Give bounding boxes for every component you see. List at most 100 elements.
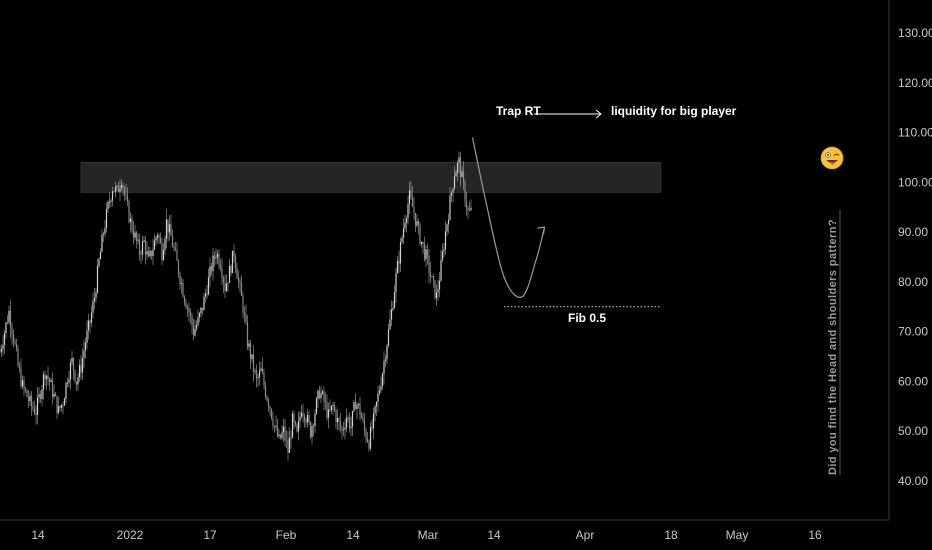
candle-body	[239, 280, 241, 284]
candle-body	[179, 274, 181, 284]
candle-body	[123, 188, 126, 195]
time-tick-label: Feb	[276, 528, 297, 542]
candle-body	[23, 380, 25, 389]
liquidity-note: liquidity for big player	[611, 104, 737, 118]
candle-body	[249, 343, 252, 359]
candle-body	[66, 382, 69, 384]
candle-body	[393, 292, 396, 308]
candle-body	[413, 207, 415, 213]
candle-body	[315, 398, 318, 414]
candle-body	[20, 368, 22, 387]
candle-body	[261, 368, 264, 374]
time-axis[interactable]: 14 2022 17 Feb 14 Mar 14 Apr 18 May 16	[31, 528, 822, 542]
candle-body	[90, 312, 93, 323]
candle-body	[335, 410, 337, 423]
trap-note: Trap RT	[496, 104, 541, 118]
candle-body	[0, 349, 3, 352]
candle-body	[230, 266, 232, 273]
candle-body	[222, 278, 225, 283]
candle-body	[332, 405, 334, 406]
candle-body	[137, 239, 139, 241]
candle-body	[380, 386, 382, 391]
candle-body	[8, 310, 10, 323]
candle-body	[59, 406, 61, 409]
candle-body	[117, 185, 120, 192]
candle-body	[170, 224, 172, 236]
candle-body	[350, 426, 352, 429]
price-tick-label: 100.00	[898, 175, 932, 189]
candle-body	[180, 283, 183, 284]
price-tick-label: 60.00	[898, 374, 928, 388]
candle-body	[189, 312, 192, 316]
time-tick-label: 14	[31, 528, 45, 542]
candle-body	[98, 259, 100, 266]
candle-body	[414, 212, 417, 226]
time-tick-label: 16	[808, 528, 822, 542]
candle-body	[270, 408, 273, 419]
candle-body	[330, 405, 333, 411]
candle-body	[120, 184, 123, 189]
candle-body	[107, 201, 109, 210]
candle-body	[63, 398, 66, 406]
candle-body	[51, 380, 54, 397]
candle-body	[141, 241, 144, 255]
candle-body	[11, 327, 13, 335]
candle-body	[135, 232, 138, 241]
candle-body	[194, 328, 196, 336]
time-tick-label: 14	[487, 528, 501, 542]
candle-body	[36, 397, 39, 415]
candle-body	[333, 405, 336, 411]
candle-body	[62, 404, 64, 406]
candle-body	[363, 420, 366, 431]
candle-body	[251, 354, 253, 359]
candle-body	[450, 192, 453, 196]
candle-body	[465, 201, 468, 208]
candle-body	[365, 430, 367, 439]
candle-body	[306, 414, 309, 423]
candle-body	[300, 412, 303, 417]
candle-body	[383, 361, 385, 374]
candle-body	[398, 260, 400, 264]
candle-body	[147, 251, 150, 257]
candle-body	[12, 334, 15, 342]
candle-body	[95, 292, 97, 298]
candle-body	[381, 373, 384, 387]
candle-body	[291, 413, 294, 438]
candle-body	[318, 390, 321, 399]
candle-body	[438, 280, 441, 290]
candle-body	[236, 268, 238, 279]
candle-body	[18, 365, 21, 369]
candle-body	[17, 348, 19, 366]
candle-body	[27, 397, 30, 402]
candle-body	[240, 283, 243, 296]
time-tick-label: 18	[664, 528, 678, 542]
candle-body	[171, 235, 174, 247]
candle-body	[462, 171, 465, 182]
candle-body	[47, 375, 49, 379]
candle-body	[246, 322, 249, 347]
candle-body	[186, 307, 189, 309]
candle-body	[182, 283, 184, 297]
candle-body	[116, 185, 118, 187]
candle-body	[336, 417, 339, 423]
candle-body	[384, 359, 387, 362]
candle-body	[24, 388, 27, 391]
candle-body	[455, 172, 457, 177]
candle-body	[342, 429, 345, 431]
candle-body	[327, 409, 330, 418]
candle-body	[96, 265, 99, 293]
candle-body	[210, 266, 213, 272]
candle-body	[353, 402, 355, 412]
candle-body	[308, 414, 310, 423]
candle-body	[434, 279, 436, 299]
candle-body	[0, 351, 1, 353]
candle-body	[395, 273, 397, 293]
candle-body	[15, 343, 18, 349]
price-axis[interactable]: 40.00 50.00 60.00 70.00 80.00 90.00 100.00 110.…	[898, 26, 932, 488]
candle-body	[183, 296, 186, 303]
candle-body	[441, 251, 444, 261]
candle-body	[167, 219, 169, 233]
candle-body	[339, 421, 342, 428]
